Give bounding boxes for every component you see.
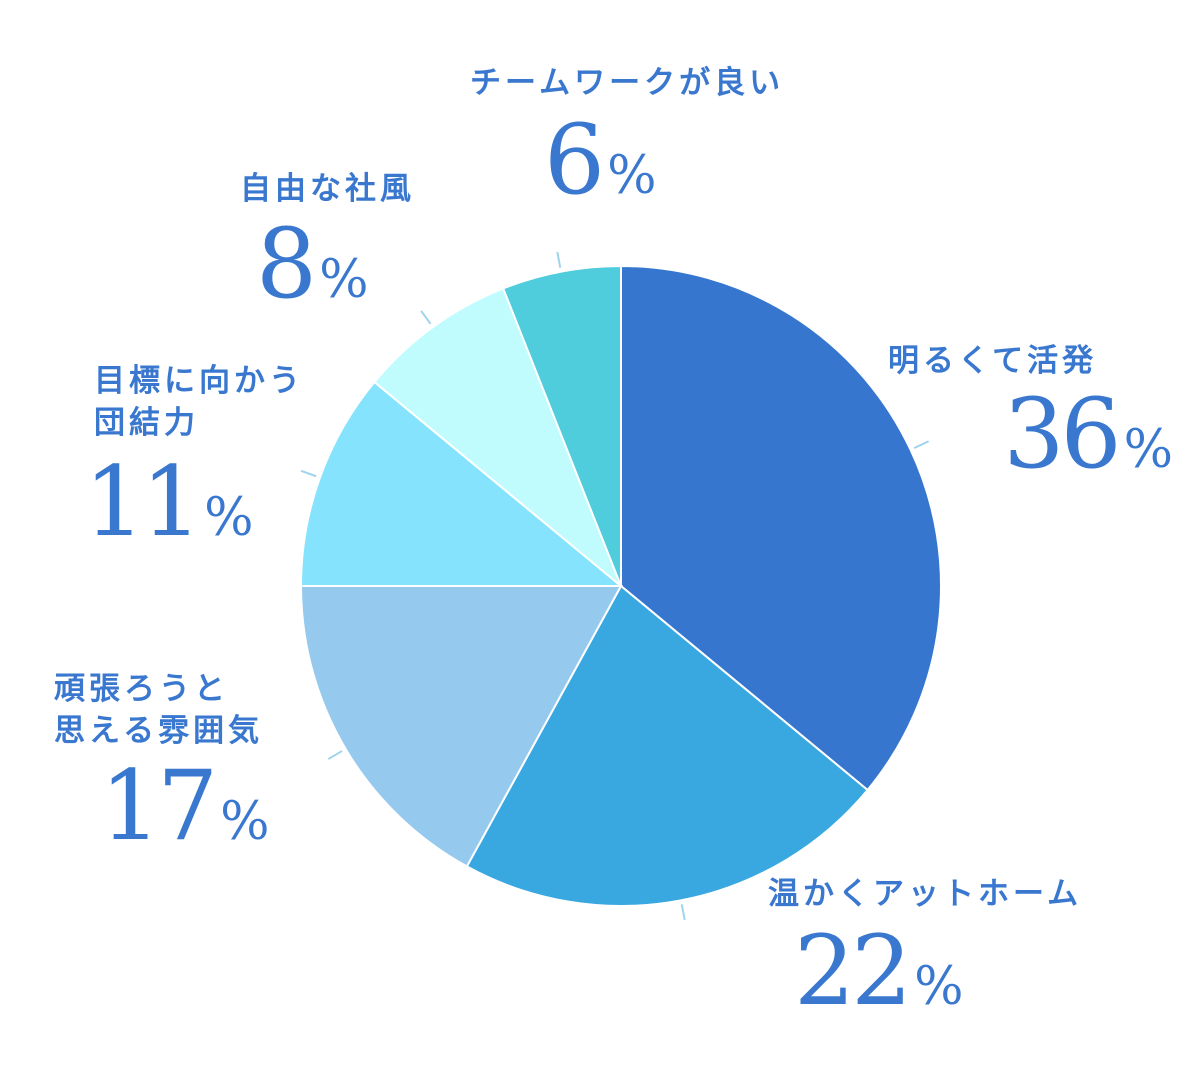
slice-value-2: 17 — [100, 750, 218, 862]
slice-value-1: 22 — [794, 915, 912, 1027]
slice-category-3-line-0: 目標に向かう — [94, 363, 304, 399]
slice-category-2-line-0: 頑張ろうと — [54, 671, 229, 707]
slice-category-2: 頑張ろうと 思える雰囲気 — [54, 668, 334, 752]
slice-category-0: 明るくて活発 — [888, 340, 1188, 382]
slice-percent-3: 11% — [84, 452, 374, 552]
slice-category-0-line-0: 明るくて活発 — [888, 343, 1098, 379]
percent-sign-3: % — [204, 488, 254, 548]
slice-percent-0: 36% — [888, 384, 1173, 484]
leader-line-0 — [913, 440, 930, 449]
percent-sign-2: % — [220, 792, 270, 852]
leader-line-4 — [420, 310, 432, 325]
percent-sign-1: % — [914, 957, 964, 1017]
leader-line-3 — [300, 469, 317, 478]
slice-label-4: 自由な社風 8% — [240, 168, 480, 314]
slice-category-1-line-0: 温かくアットホーム — [768, 876, 1083, 912]
leader-line-2 — [327, 750, 343, 760]
pie-slice-5 — [501, 264, 622, 587]
slice-label-1: 温かくアットホーム 22% — [768, 873, 1168, 1021]
percent-sign-4: % — [319, 250, 369, 310]
slice-label-5: チームワークが良い 6% — [470, 62, 850, 210]
slice-category-5-line-0: チームワークが良い — [470, 65, 785, 101]
leader-line-5 — [556, 251, 562, 268]
slice-category-3-line-1: 団結力 — [94, 405, 199, 441]
slice-percent-4: 8% — [256, 214, 480, 314]
pie-slice-0 — [620, 264, 942, 792]
slice-category-2-line-1: 思える雰囲気 — [54, 713, 264, 749]
slice-label-0: 明るくて活発 36% — [888, 340, 1188, 484]
percent-sign-5: % — [607, 146, 657, 206]
slice-category-3: 目標に向かう 団結力 — [94, 360, 374, 444]
slice-percent-1: 22% — [794, 921, 1168, 1021]
pie-slice-4 — [373, 287, 622, 587]
leader-line-1 — [680, 904, 686, 921]
slice-category-4: 自由な社風 — [240, 168, 480, 210]
slice-value-3: 11 — [84, 446, 202, 558]
percent-sign-0: % — [1123, 420, 1173, 480]
slice-percent-2: 17% — [100, 756, 334, 856]
slice-category-1: 温かくアットホーム — [768, 873, 1168, 915]
pie-slice-3 — [299, 380, 624, 587]
slice-value-0: 36 — [1003, 378, 1121, 490]
pie-slice-2 — [299, 585, 623, 868]
slice-category-4-line-0: 自由な社風 — [240, 171, 415, 207]
slice-value-4: 8 — [256, 208, 317, 320]
slice-value-5: 6 — [544, 104, 605, 216]
slice-label-3: 目標に向かう 団結力 11% — [84, 360, 374, 552]
pie-slice-1 — [465, 584, 869, 907]
slice-label-2: 頑張ろうと 思える雰囲気 17% — [54, 668, 334, 856]
slice-percent-5: 6% — [544, 110, 850, 210]
slice-category-5: チームワークが良い — [470, 62, 850, 104]
